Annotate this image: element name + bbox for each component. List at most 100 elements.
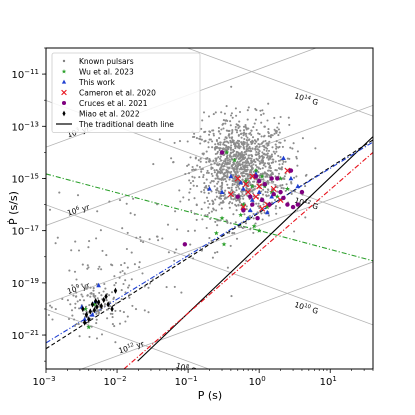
known-pulsar-point <box>217 126 220 129</box>
known-pulsar-point <box>235 153 238 156</box>
known-pulsar-point <box>203 201 206 204</box>
known-pulsar-point <box>225 155 228 158</box>
known-pulsar-point <box>200 249 203 252</box>
series-3-point <box>256 183 263 190</box>
known-pulsar-point <box>97 267 100 270</box>
known-pulsar-point <box>273 128 276 131</box>
known-pulsar-point <box>229 120 232 123</box>
known-pulsar-point <box>290 182 293 185</box>
series-5-point <box>113 287 118 294</box>
known-pulsar-point <box>239 129 242 132</box>
known-pulsar-point <box>111 316 114 319</box>
known-pulsar-point <box>239 167 242 171</box>
known-pulsar-point <box>254 118 257 121</box>
known-pulsar-point <box>246 173 249 176</box>
known-pulsar-point <box>279 184 282 187</box>
known-pulsar-point <box>216 177 219 180</box>
known-pulsar-point <box>260 113 263 116</box>
known-pulsar-point <box>290 190 293 193</box>
series-3-point <box>245 189 252 196</box>
known-pulsar-point <box>199 160 202 163</box>
known-pulsar-point <box>242 125 246 128</box>
known-pulsar-point <box>218 168 221 171</box>
known-pulsar-point <box>103 303 107 306</box>
known-pulsar-point <box>230 157 233 160</box>
known-pulsar-point <box>212 180 215 183</box>
known-pulsar-point <box>228 231 231 234</box>
series-4-point <box>253 174 259 179</box>
known-pulsar-point <box>296 164 299 167</box>
known-pulsar-point <box>205 161 208 164</box>
known-pulsar-point <box>142 241 145 244</box>
known-pulsar-point <box>268 155 272 158</box>
known-pulsar-point <box>262 135 265 138</box>
known-pulsar-point <box>264 175 267 178</box>
known-pulsar-point <box>198 176 201 179</box>
known-pulsar-point <box>227 162 230 165</box>
known-pulsar-point <box>213 169 216 172</box>
known-pulsar-point <box>218 137 221 140</box>
known-pulsar-point <box>216 187 219 190</box>
known-pulsar-point <box>132 197 135 200</box>
known-pulsar-point <box>208 236 211 240</box>
known-pulsar-point <box>119 309 122 312</box>
known-pulsar-point <box>218 149 221 152</box>
series-5-point <box>96 299 101 306</box>
known-pulsar-point <box>246 118 249 121</box>
known-pulsar-point <box>229 124 232 127</box>
known-pulsar-point <box>194 168 197 171</box>
known-pulsar-point <box>211 256 214 259</box>
legend-swatch-4 <box>61 100 67 106</box>
known-pulsar-point <box>210 210 213 213</box>
known-pulsar-point <box>226 140 229 143</box>
known-pulsar-point <box>220 111 223 114</box>
known-pulsar-point <box>87 266 90 269</box>
known-pulsar-point <box>231 151 234 154</box>
known-pulsar-point <box>293 230 296 233</box>
known-pulsar-point <box>254 185 257 188</box>
known-pulsar-point <box>159 274 163 277</box>
series-4-point <box>255 216 260 221</box>
known-pulsar-point <box>237 146 240 149</box>
known-pulsar-point <box>250 133 253 136</box>
known-pulsar-point <box>124 291 127 294</box>
field-line-label-0: 1014 G <box>293 91 319 107</box>
known-pulsar-point <box>267 169 270 172</box>
known-pulsar-point <box>261 218 264 221</box>
series-4-point <box>250 202 255 207</box>
known-pulsar-point <box>253 122 256 125</box>
series-1-point <box>83 306 88 312</box>
known-pulsar-point <box>228 129 231 132</box>
known-pulsar-point <box>92 294 95 297</box>
known-pulsar-point <box>81 295 84 298</box>
known-pulsar-point <box>229 114 233 117</box>
series-3-point <box>259 205 266 212</box>
known-pulsar-point <box>225 129 228 132</box>
known-pulsar-point <box>262 112 265 115</box>
series-2-point <box>247 207 253 213</box>
known-pulsar-point <box>252 212 255 215</box>
known-pulsar-point <box>224 119 227 122</box>
age-line-label-3: 1012 yr <box>117 339 146 356</box>
known-pulsar-point <box>259 109 262 112</box>
known-pulsar-point <box>82 312 85 315</box>
known-pulsar-point <box>121 269 124 273</box>
known-pulsar-point <box>250 157 253 160</box>
known-pulsar-point <box>270 155 273 158</box>
known-pulsar-point <box>241 190 244 193</box>
known-pulsar-point <box>233 153 236 156</box>
series-2-point <box>228 173 234 179</box>
series-5-point <box>92 307 97 314</box>
known-pulsar-point <box>122 311 125 314</box>
known-pulsar-point <box>277 128 280 131</box>
known-pulsar-point <box>279 115 282 119</box>
known-pulsar-point <box>271 172 274 175</box>
series-5-point <box>104 293 108 300</box>
known-pulsar-point <box>47 313 50 317</box>
known-pulsar-point <box>215 158 218 161</box>
known-pulsar-point <box>248 146 251 149</box>
known-pulsar-point <box>265 173 268 177</box>
known-pulsar-point <box>210 190 213 193</box>
known-pulsar-point <box>258 176 261 179</box>
series-1-point <box>232 157 237 163</box>
